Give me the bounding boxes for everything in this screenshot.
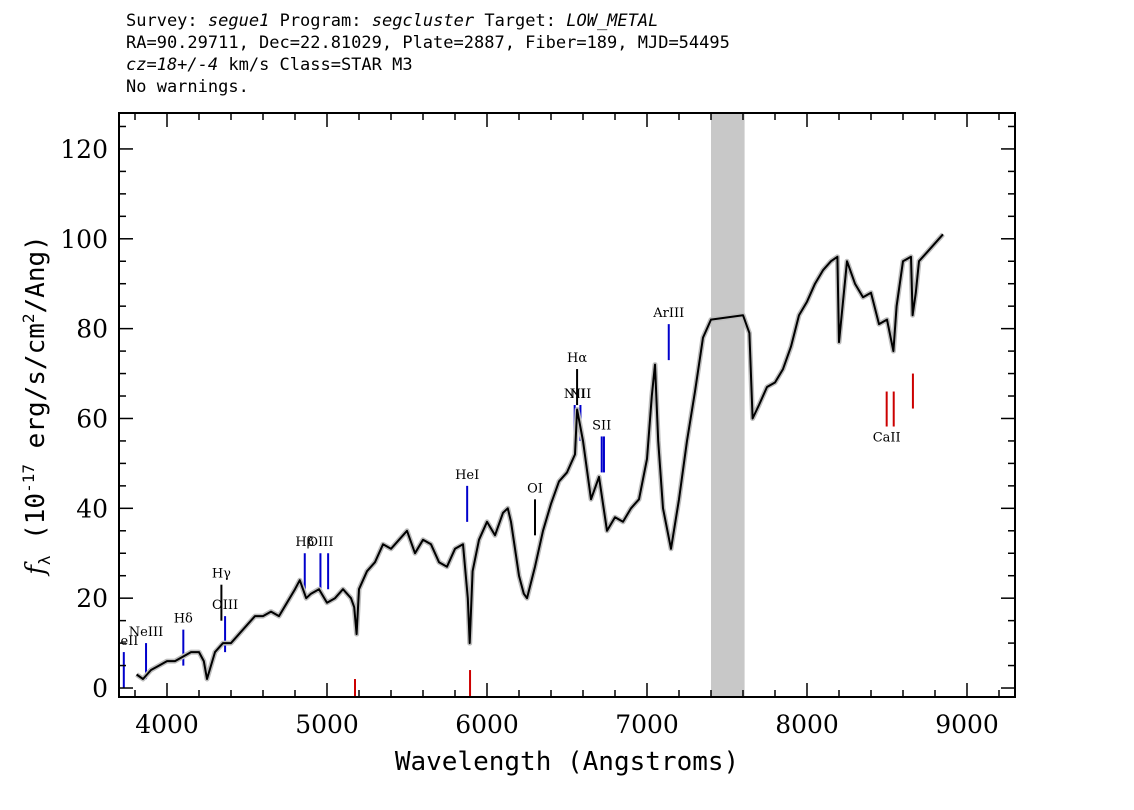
x-tick-label: 9000 (935, 710, 999, 739)
x-tick-label: 5000 (295, 710, 359, 739)
x-tick-label: 8000 (775, 710, 839, 739)
header-line-4: No warnings. (126, 77, 249, 97)
spectrum-header: Survey: segue1 Program: segcluster Targe… (126, 10, 730, 98)
y-tick-label: 40 (76, 494, 108, 523)
spectral-line-label: OIII (307, 535, 333, 550)
spectral-line-label: Hγ (212, 567, 231, 582)
spectral-line-label: Hα (567, 351, 587, 366)
x-axis-title: Wavelength (Angstroms) (395, 747, 739, 777)
header-line-2: RA=90.29711, Dec=22.81029, Plate=2887, F… (126, 33, 730, 53)
program-value: segcluster (371, 11, 475, 31)
x-tick-label: 4000 (135, 710, 199, 739)
target-value: LOW_METAL (566, 11, 659, 31)
plot-frame (118, 112, 1016, 698)
y-tick-label: 0 (92, 674, 108, 703)
y-tick-label: 120 (60, 135, 108, 164)
spectral-line-label: OIII (212, 598, 238, 613)
spectral-line-label: SII (592, 418, 611, 433)
spectral-line-label: OI (527, 481, 543, 496)
survey-label: Survey: (126, 11, 198, 31)
y-tick-label: 100 (60, 225, 108, 254)
masked-band (711, 113, 745, 697)
spectrum-line (136, 233, 944, 680)
spectral-line-label: Hδ (174, 612, 193, 627)
redshift-value: cz=18+/-4 (126, 55, 219, 75)
y-tick-label: 80 (76, 315, 108, 344)
spectrum-error-band (135, 232, 945, 682)
spectral-line-label: HeII (109, 634, 138, 649)
x-tick-label: 7000 (615, 710, 679, 739)
class-value: km/s Class=STAR M3 (218, 55, 413, 75)
survey-value: segue1 (207, 11, 270, 31)
spectral-line-label: HeI (455, 468, 479, 483)
header-line-3: cz=18+/-4 km/s Class=STAR M3 (126, 54, 730, 76)
y-axis-title: fλ (10-17 erg/s/cm2/Ang) (19, 235, 54, 577)
y-tick-label: 20 (76, 584, 108, 613)
x-tick-label: 6000 (455, 710, 519, 739)
header-line-1: Survey: segue1 Program: segcluster Targe… (126, 10, 730, 32)
y-tick-label: 60 (76, 404, 108, 433)
target-label: Target: (484, 11, 556, 31)
spectral-line-label: Hβ (295, 535, 314, 550)
y-axis-title-text: fλ (10-17 erg/s/cm2/Ang) (19, 235, 54, 577)
spectral-line-label: NII (564, 387, 586, 402)
spectral-line-label: ArIII (652, 306, 684, 321)
spectral-line-label: NII (570, 387, 592, 402)
spectral-line-label: CaII (873, 431, 901, 446)
program-label: Program: (279, 11, 362, 31)
spectral-line-label: NeIII (129, 625, 163, 640)
